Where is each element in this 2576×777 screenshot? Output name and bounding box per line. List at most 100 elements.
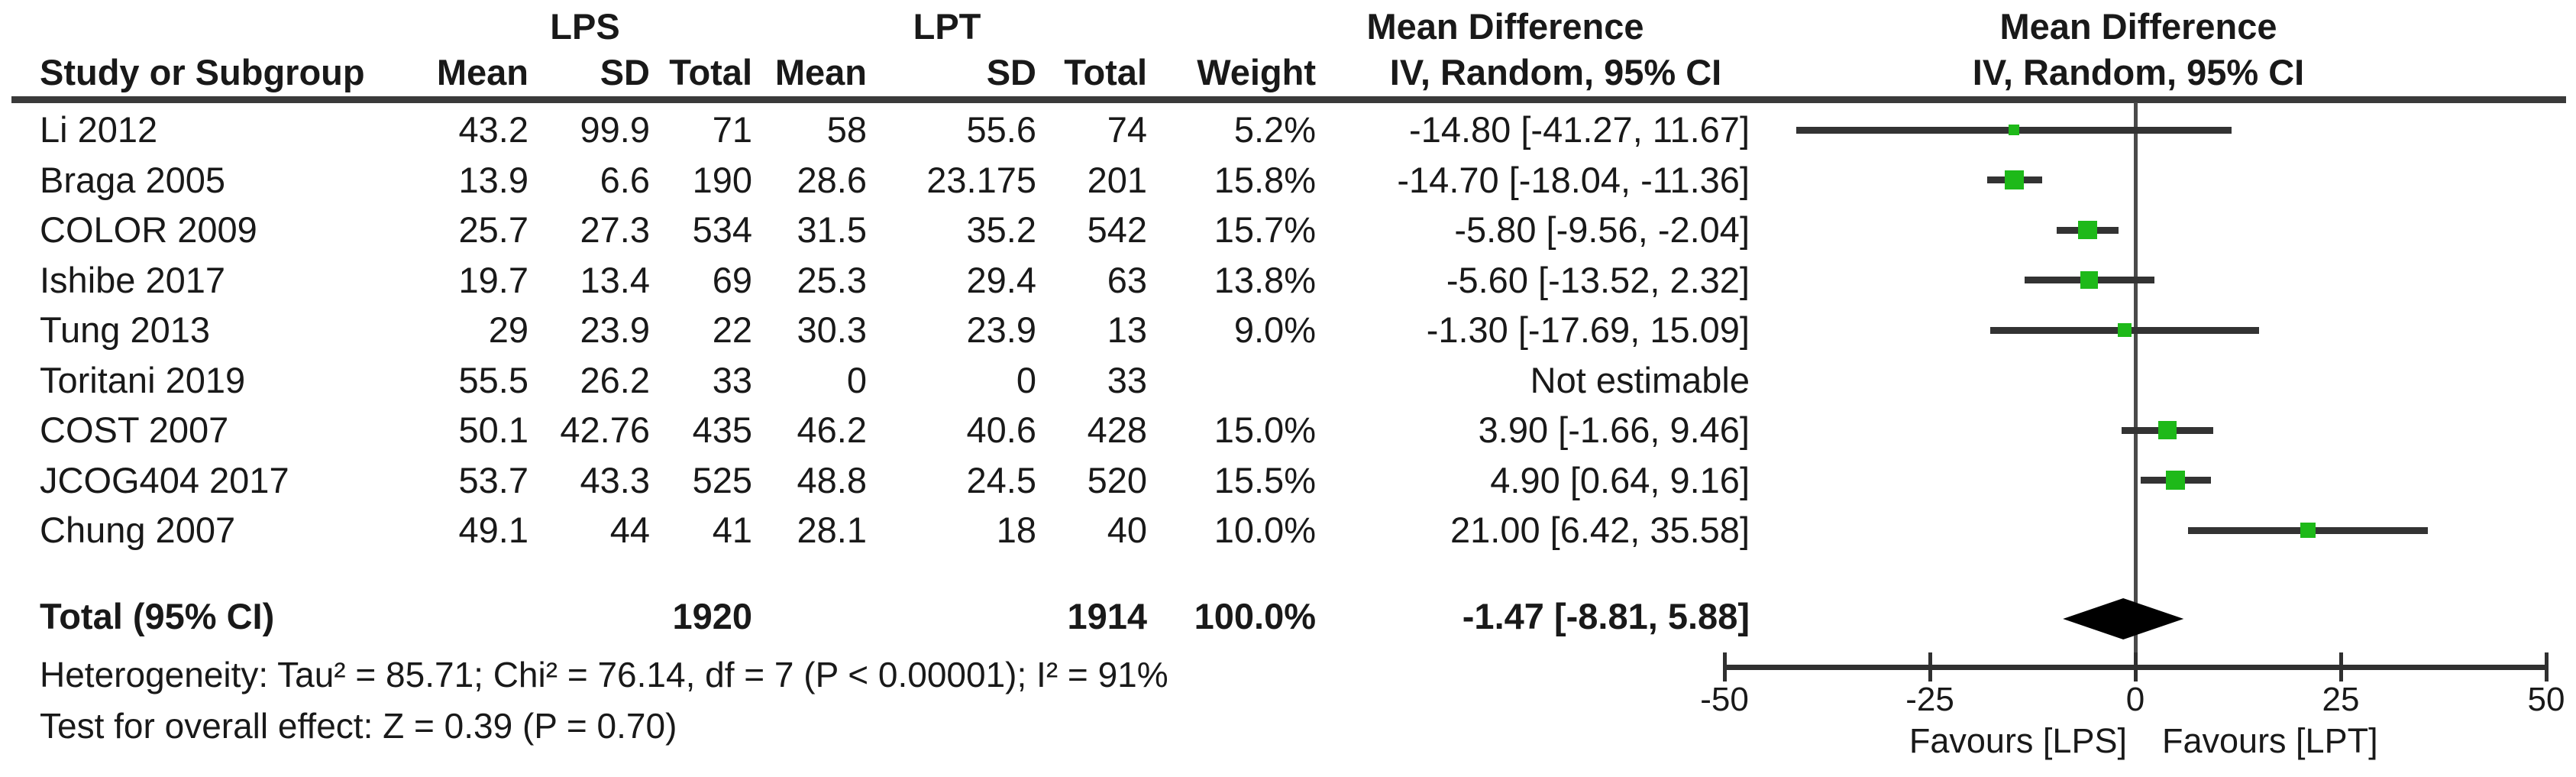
lpt-mean-value: 28.1	[797, 510, 867, 550]
weight-value: 15.7%	[1214, 209, 1316, 250]
lps-mean-value: 13.9	[458, 159, 528, 200]
effect-square	[2117, 322, 2132, 338]
study-label: JCOG404 2017	[40, 459, 289, 500]
study-label: Ishibe 2017	[40, 259, 226, 300]
ci-text-value: -1.30 [-17.69, 15.09]	[1426, 309, 1750, 350]
col-lpt-mean-header: Mean	[774, 52, 867, 92]
lpt-sd-value: 55.6	[966, 109, 1036, 150]
axis-tick	[2338, 652, 2343, 681]
ci-text-value: -5.80 [-9.56, -2.04]	[1454, 209, 1750, 250]
lpt-total-value: 33	[1107, 359, 1147, 400]
effect-column-title: Mean Difference	[1366, 6, 1644, 47]
plot-column-subtitle: IV, Random, 95% CI	[1972, 52, 2305, 92]
lps-total-value: 33	[712, 359, 752, 400]
lps-total-value: 525	[692, 459, 752, 500]
table-row: Li 2012 43.2 99.9 71 58 55.6 74 5.2% -14…	[0, 105, 2576, 155]
axis-tick	[2544, 652, 2549, 681]
lps-total-value: 71	[712, 109, 752, 150]
lps-total-value: 22	[712, 309, 752, 350]
lpt-total-value: 13	[1107, 309, 1147, 350]
col-lps-total-header: Total	[669, 52, 752, 92]
lpt-sd-value: 29.4	[966, 259, 1036, 300]
weight-value: 9.0%	[1233, 309, 1316, 350]
ci-text-value: 3.90 [-1.66, 9.46]	[1478, 410, 1750, 450]
col-lpt-sd-header: SD	[986, 52, 1036, 92]
weight-value: 13.8%	[1214, 259, 1316, 300]
lps-sd-value: 23.9	[580, 309, 650, 350]
header-separator-line	[11, 96, 2566, 103]
lpt-sd-value: 0	[1016, 359, 1036, 400]
lpt-sd-value: 40.6	[966, 410, 1036, 450]
lpt-mean-value: 58	[826, 109, 867, 150]
study-label: Li 2012	[40, 109, 158, 150]
lps-total-value: 534	[692, 209, 752, 250]
lps-sd-value: 43.3	[580, 459, 650, 500]
heterogeneity-note: Heterogeneity: Tau² = 85.71; Chi² = 76.1…	[40, 655, 1168, 694]
study-label: Braga 2005	[40, 159, 226, 200]
header-group-line: LPS LPT Mean Difference Mean Difference	[0, 6, 2576, 47]
lpt-mean-value: 48.8	[797, 459, 867, 500]
lpt-mean-value: 46.2	[797, 410, 867, 450]
lpt-mean-value: 25.3	[797, 259, 867, 300]
study-label: Toritani 2019	[40, 359, 246, 400]
group-lps-header: LPS	[550, 6, 620, 47]
weight-value: 15.0%	[1214, 410, 1316, 450]
study-label: Chung 2007	[40, 510, 236, 550]
zero-effect-line	[2134, 102, 2138, 667]
axis-tick-label: -50	[1700, 681, 1749, 718]
lps-total-value: 435	[692, 410, 752, 450]
col-weight-header: Weight	[1197, 52, 1316, 92]
lpt-total-value: 428	[1087, 410, 1147, 450]
lpt-sd-value: 35.2	[966, 209, 1036, 250]
lps-mean-value: 49.1	[458, 510, 528, 550]
lps-sd-value: 27.3	[580, 209, 650, 250]
lpt-total-value: 201	[1087, 159, 1147, 200]
lps-sd-value: 42.76	[560, 410, 650, 450]
effect-square	[2157, 420, 2177, 440]
total-row: Total (95% CI) 1920 1914 100.0% -1.47 [-…	[0, 591, 2576, 642]
axis-tick-label: 25	[2322, 681, 2360, 718]
lps-mean-value: 19.7	[458, 259, 528, 300]
lps-total-value: 190	[692, 159, 752, 200]
axis-tick-label: -25	[1905, 681, 1954, 718]
weight-value: 15.8%	[1214, 159, 1316, 200]
study-label: COLOR 2009	[40, 209, 257, 250]
table-row: Tung 2013 29 23.9 22 30.3 23.9 13 9.0% -…	[0, 305, 2576, 355]
weight-value: 5.2%	[1233, 109, 1316, 150]
table-row: Braga 2005 13.9 6.6 190 28.6 23.175 201 …	[0, 155, 2576, 206]
effect-square	[2078, 220, 2098, 240]
ci-text-value: -14.70 [-18.04, -11.36]	[1397, 159, 1750, 200]
effect-square	[2080, 270, 2099, 290]
lps-mean-value: 25.7	[458, 209, 528, 250]
table-row: JCOG404 2017 53.7 43.3 525 48.8 24.5 520…	[0, 455, 2576, 506]
effect-square	[2005, 170, 2025, 189]
lpt-total-value: 63	[1107, 259, 1147, 300]
effect-square	[2008, 124, 2019, 136]
axis-tick-label: 50	[2527, 681, 2565, 718]
lps-sd-value: 6.6	[600, 159, 650, 200]
effect-square	[2300, 523, 2316, 538]
effect-square	[2166, 471, 2186, 490]
ci-text-value: 4.90 [0.64, 9.16]	[1490, 459, 1750, 500]
total-lpt-total: 1914	[1067, 596, 1147, 636]
col-lps-mean-header: Mean	[436, 52, 528, 92]
table-row: Toritani 2019 55.5 26.2 33 0 0 33 Not es…	[0, 355, 2576, 406]
effect-column-subtitle: IV, Random, 95% CI	[1389, 52, 1722, 92]
lpt-mean-value: 31.5	[797, 209, 867, 250]
overall-effect-note: Test for overall effect: Z = 0.39 (P = 0…	[40, 706, 677, 746]
plot-column-title: Mean Difference	[1999, 6, 2277, 47]
axis-tick	[1928, 652, 1932, 681]
lpt-sd-value: 18	[996, 510, 1036, 550]
header-column-line: Study or Subgroup Mean SD Total Mean SD …	[0, 52, 2576, 93]
total-lps-total: 1920	[672, 596, 752, 636]
lps-sd-value: 99.9	[580, 109, 650, 150]
ci-text-value: -14.80 [-41.27, 11.67]	[1409, 109, 1750, 150]
lpt-total-value: 40	[1107, 510, 1147, 550]
group-lpt-header: LPT	[913, 6, 981, 47]
lps-sd-value: 26.2	[580, 359, 650, 400]
lpt-sd-value: 23.175	[926, 159, 1036, 200]
lpt-sd-value: 23.9	[966, 309, 1036, 350]
lpt-mean-value: 30.3	[797, 309, 867, 350]
col-lpt-total-header: Total	[1064, 52, 1147, 92]
